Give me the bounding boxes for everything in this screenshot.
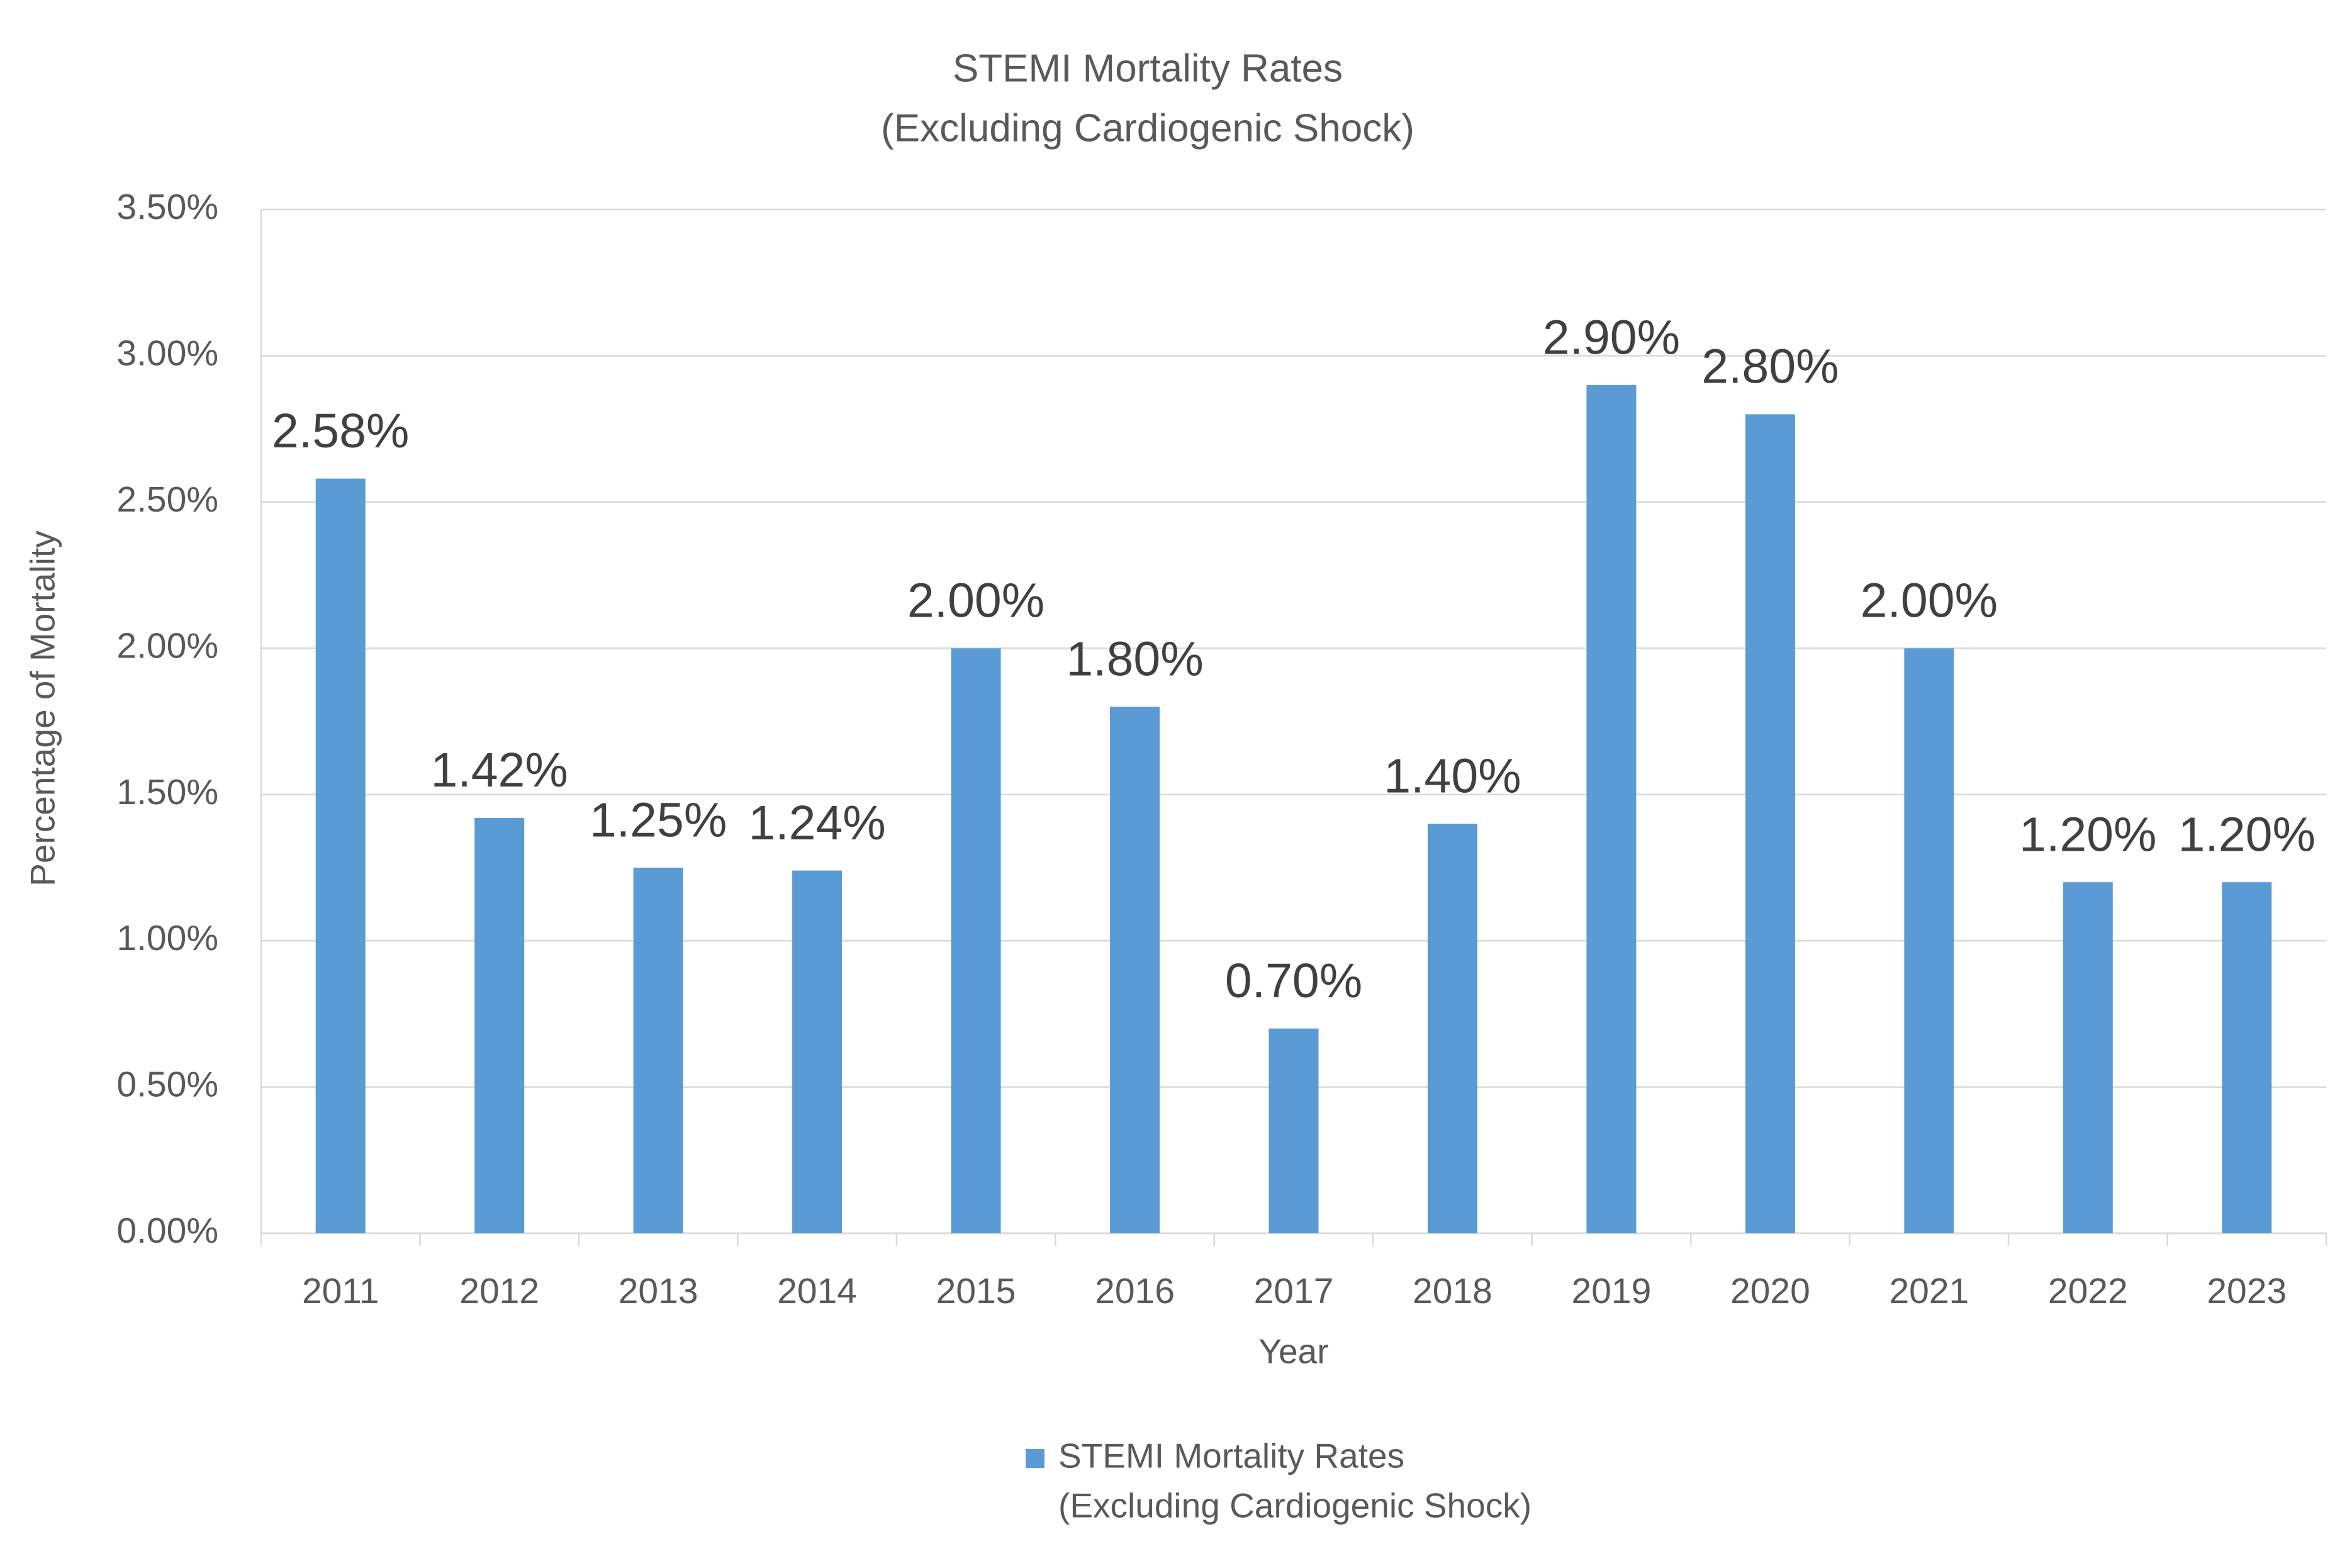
y-axis-label: Percentage of Mortality: [23, 530, 62, 887]
x-tick-label: 2018: [1413, 1271, 1492, 1311]
x-tick-label: 2014: [777, 1271, 857, 1311]
y-tick-label: 2.50%: [116, 479, 218, 520]
bar: [1904, 648, 1954, 1233]
x-tick-label: 2022: [2048, 1271, 2128, 1311]
data-label: 2.80%: [1701, 340, 1839, 394]
chart-title: STEMI Mortality Rates: [953, 47, 1343, 90]
data-label: 1.25%: [590, 793, 727, 847]
data-label: 2.90%: [1543, 310, 1680, 364]
x-tick-label: 2023: [2207, 1271, 2287, 1311]
y-tick-label: 0.50%: [116, 1065, 218, 1105]
bar: [2063, 882, 2113, 1233]
bar: [951, 648, 1001, 1233]
x-tick-label: 2021: [1889, 1271, 1969, 1311]
data-label: 0.70%: [1225, 954, 1362, 1008]
bar: [1586, 384, 1637, 1233]
data-label: 2.00%: [1861, 574, 1998, 628]
data-label: 1.20%: [2178, 808, 2316, 862]
y-tick-label: 3.00%: [116, 333, 218, 373]
x-tick-label: 2013: [619, 1271, 698, 1311]
legend-label: (Excluding Cardiogenic Shock): [1058, 1486, 1532, 1525]
y-tick-label: 2.00%: [116, 625, 218, 666]
bar: [315, 478, 366, 1233]
data-label: 1.42%: [431, 743, 568, 797]
y-tick-label: 3.50%: [116, 187, 218, 227]
legend-swatch: [1026, 1449, 1044, 1468]
chart-title: (Excluding Cardiogenic Shock): [881, 106, 1414, 150]
bar: [792, 870, 843, 1233]
x-tick-label: 2017: [1254, 1271, 1334, 1311]
data-label: 1.80%: [1066, 632, 1203, 686]
x-tick-label: 2016: [1095, 1271, 1175, 1311]
x-tick-label: 2012: [459, 1271, 539, 1311]
y-tick-label: 1.00%: [116, 918, 218, 958]
x-tick-label: 2019: [1572, 1271, 1652, 1311]
bar: [1745, 414, 1795, 1233]
data-label: 1.20%: [2019, 808, 2156, 862]
bar: [1427, 824, 1477, 1233]
data-label: 1.24%: [748, 796, 885, 850]
x-tick-label: 2015: [936, 1271, 1016, 1311]
x-tick-label: 2020: [1730, 1271, 1810, 1311]
data-label: 2.00%: [907, 574, 1044, 628]
data-label: 1.40%: [1384, 749, 1521, 804]
y-tick-label: 0.00%: [116, 1211, 218, 1251]
y-tick-label: 1.50%: [116, 772, 218, 812]
bar: [2222, 882, 2272, 1233]
data-label: 2.58%: [272, 404, 409, 458]
bar: [633, 867, 683, 1233]
bar: [1110, 707, 1160, 1233]
bar: [1268, 1028, 1319, 1233]
x-axis-label: Year: [1258, 1332, 1328, 1371]
bar: [474, 817, 525, 1233]
legend-label: STEMI Mortality Rates: [1058, 1436, 1404, 1476]
x-tick-label: 2011: [302, 1271, 379, 1311]
